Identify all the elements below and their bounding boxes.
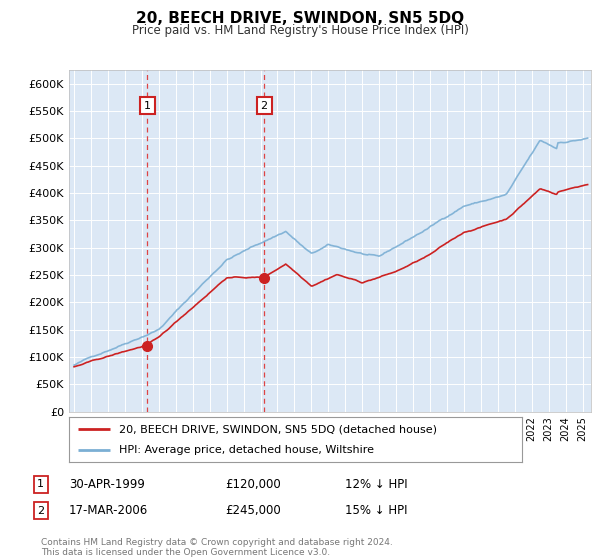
Text: 20, BEECH DRIVE, SWINDON, SN5 5DQ (detached house): 20, BEECH DRIVE, SWINDON, SN5 5DQ (detac… <box>119 424 437 435</box>
Text: HPI: Average price, detached house, Wiltshire: HPI: Average price, detached house, Wilt… <box>119 445 374 455</box>
Text: Contains HM Land Registry data © Crown copyright and database right 2024.
This d: Contains HM Land Registry data © Crown c… <box>41 538 392 557</box>
Text: 2: 2 <box>37 506 44 516</box>
Text: 12% ↓ HPI: 12% ↓ HPI <box>345 478 407 491</box>
Text: £120,000: £120,000 <box>225 478 281 491</box>
Text: 17-MAR-2006: 17-MAR-2006 <box>69 504 148 517</box>
Text: 1: 1 <box>144 101 151 110</box>
Text: 1: 1 <box>37 479 44 489</box>
Text: 2: 2 <box>260 101 268 110</box>
Text: 15% ↓ HPI: 15% ↓ HPI <box>345 504 407 517</box>
Text: 30-APR-1999: 30-APR-1999 <box>69 478 145 491</box>
Text: 20, BEECH DRIVE, SWINDON, SN5 5DQ: 20, BEECH DRIVE, SWINDON, SN5 5DQ <box>136 11 464 26</box>
Text: £245,000: £245,000 <box>225 504 281 517</box>
Text: Price paid vs. HM Land Registry's House Price Index (HPI): Price paid vs. HM Land Registry's House … <box>131 24 469 36</box>
